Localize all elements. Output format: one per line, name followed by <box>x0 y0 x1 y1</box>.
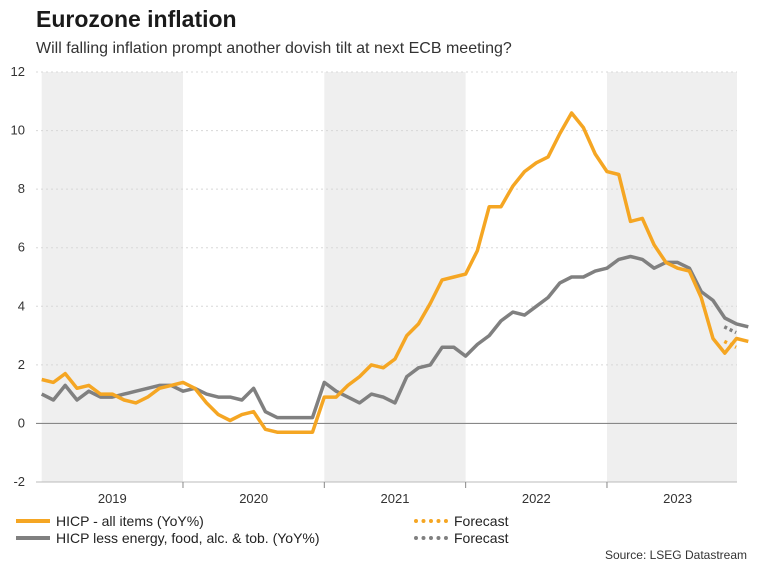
y-tick-label: 4 <box>18 298 25 313</box>
source-note: Source: LSEG Datastream <box>604 548 747 562</box>
y-tick-label: 10 <box>11 123 25 138</box>
y-tick-label: 0 <box>18 415 25 430</box>
legend-core-swatch <box>16 536 50 540</box>
shade-band-2021 <box>324 72 466 482</box>
y-tick-label: 6 <box>18 240 25 255</box>
x-tick-label: 2019 <box>98 491 127 506</box>
legend-hicp-label: HICP - all items (YoY%) <box>56 513 204 529</box>
x-tick-label: 2020 <box>239 491 268 506</box>
x-tick-label: 2022 <box>522 491 551 506</box>
series-line-forecast-hicp <box>723 339 737 349</box>
chart-subtitle: Will falling inflation prompt another do… <box>36 40 512 57</box>
series-line-forecast-core <box>723 325 737 335</box>
legend-core: HICP less energy, food, alc. & tob. (YoY… <box>16 530 320 546</box>
legend-forecast-hicp-label: Forecast <box>454 513 509 529</box>
shade-band-2023 <box>606 72 737 482</box>
legend-forecast-hicp: Forecast <box>414 513 508 529</box>
x-tick-label: 2023 <box>663 491 692 506</box>
legend-hicp-swatch <box>16 519 50 523</box>
legend-core-label: HICP less energy, food, alc. & tob. (YoY… <box>56 530 320 546</box>
x-tick-label: 2021 <box>381 491 410 506</box>
y-tick-label: 8 <box>18 181 25 196</box>
y-tick-label: 2 <box>18 357 25 372</box>
series-line-core <box>40 254 749 420</box>
legend-hicp: HICP - all items (YoY%) <box>16 513 204 529</box>
legend-forecast-core-swatch <box>414 536 448 540</box>
chart-title: Eurozone inflation <box>36 6 237 32</box>
y-tick-label: 12 <box>11 64 25 79</box>
y-tick-label: -2 <box>13 474 25 489</box>
legend-forecast-hicp-swatch <box>414 519 448 523</box>
series-line-hicp <box>41 111 749 434</box>
legend-forecast-core-label: Forecast <box>454 530 509 546</box>
shade-band-2019 <box>41 72 183 482</box>
legend-forecast-core: Forecast <box>414 530 508 546</box>
